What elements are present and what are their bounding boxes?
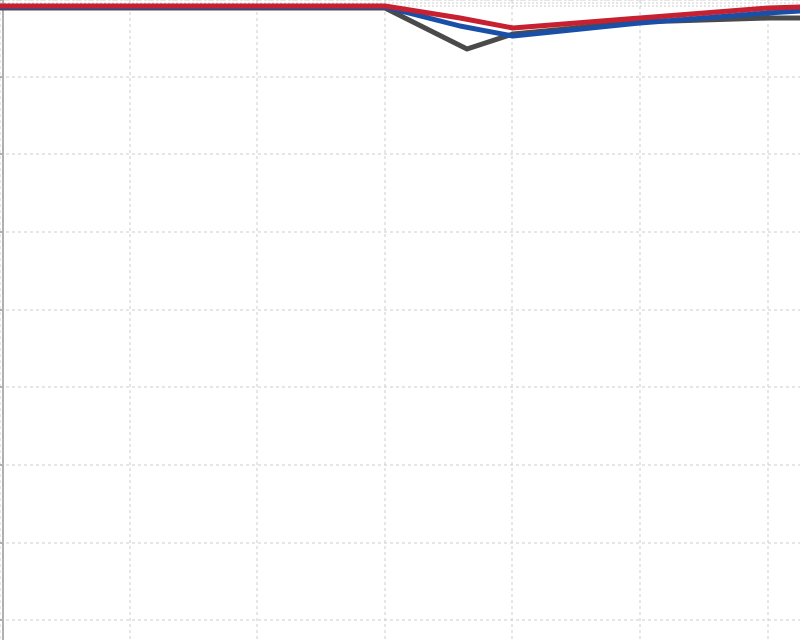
chart-svg	[0, 0, 800, 640]
line-chart	[0, 0, 800, 640]
